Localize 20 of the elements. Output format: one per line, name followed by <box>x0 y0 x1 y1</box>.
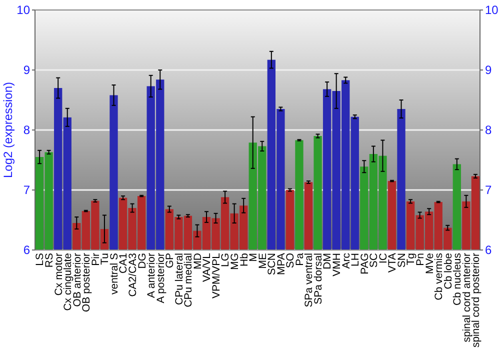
y2-tick-label: 7 <box>485 183 492 198</box>
y-tick-label: 10 <box>16 3 30 18</box>
y2-tick-label: 9 <box>485 63 492 78</box>
y2-tick-label: 8 <box>485 123 492 138</box>
y-tick-label: 9 <box>23 63 30 78</box>
y2-tick-label: 6 <box>485 243 492 258</box>
y2-tick-label: 10 <box>485 3 499 18</box>
x-tick-label: Cb lobe <box>442 252 454 290</box>
x-tick-label: GP <box>164 253 176 268</box>
y-tick-label: 8 <box>23 123 30 138</box>
x-tick-label: spinal cord posterior <box>470 252 482 348</box>
x-tick-label: Tg <box>405 252 418 266</box>
x-tick-label: DG <box>136 253 148 269</box>
y-axis-title: Log2 (expression) <box>1 82 15 178</box>
x-tick-label: MVe <box>424 252 436 274</box>
x-tick-label: Hb <box>238 252 250 266</box>
x-tick-label: DM <box>322 253 334 270</box>
y-tick-label: 6 <box>23 243 30 258</box>
y-tick-label: 7 <box>23 183 30 198</box>
x-tick-label: SPa dorsal <box>312 253 324 304</box>
